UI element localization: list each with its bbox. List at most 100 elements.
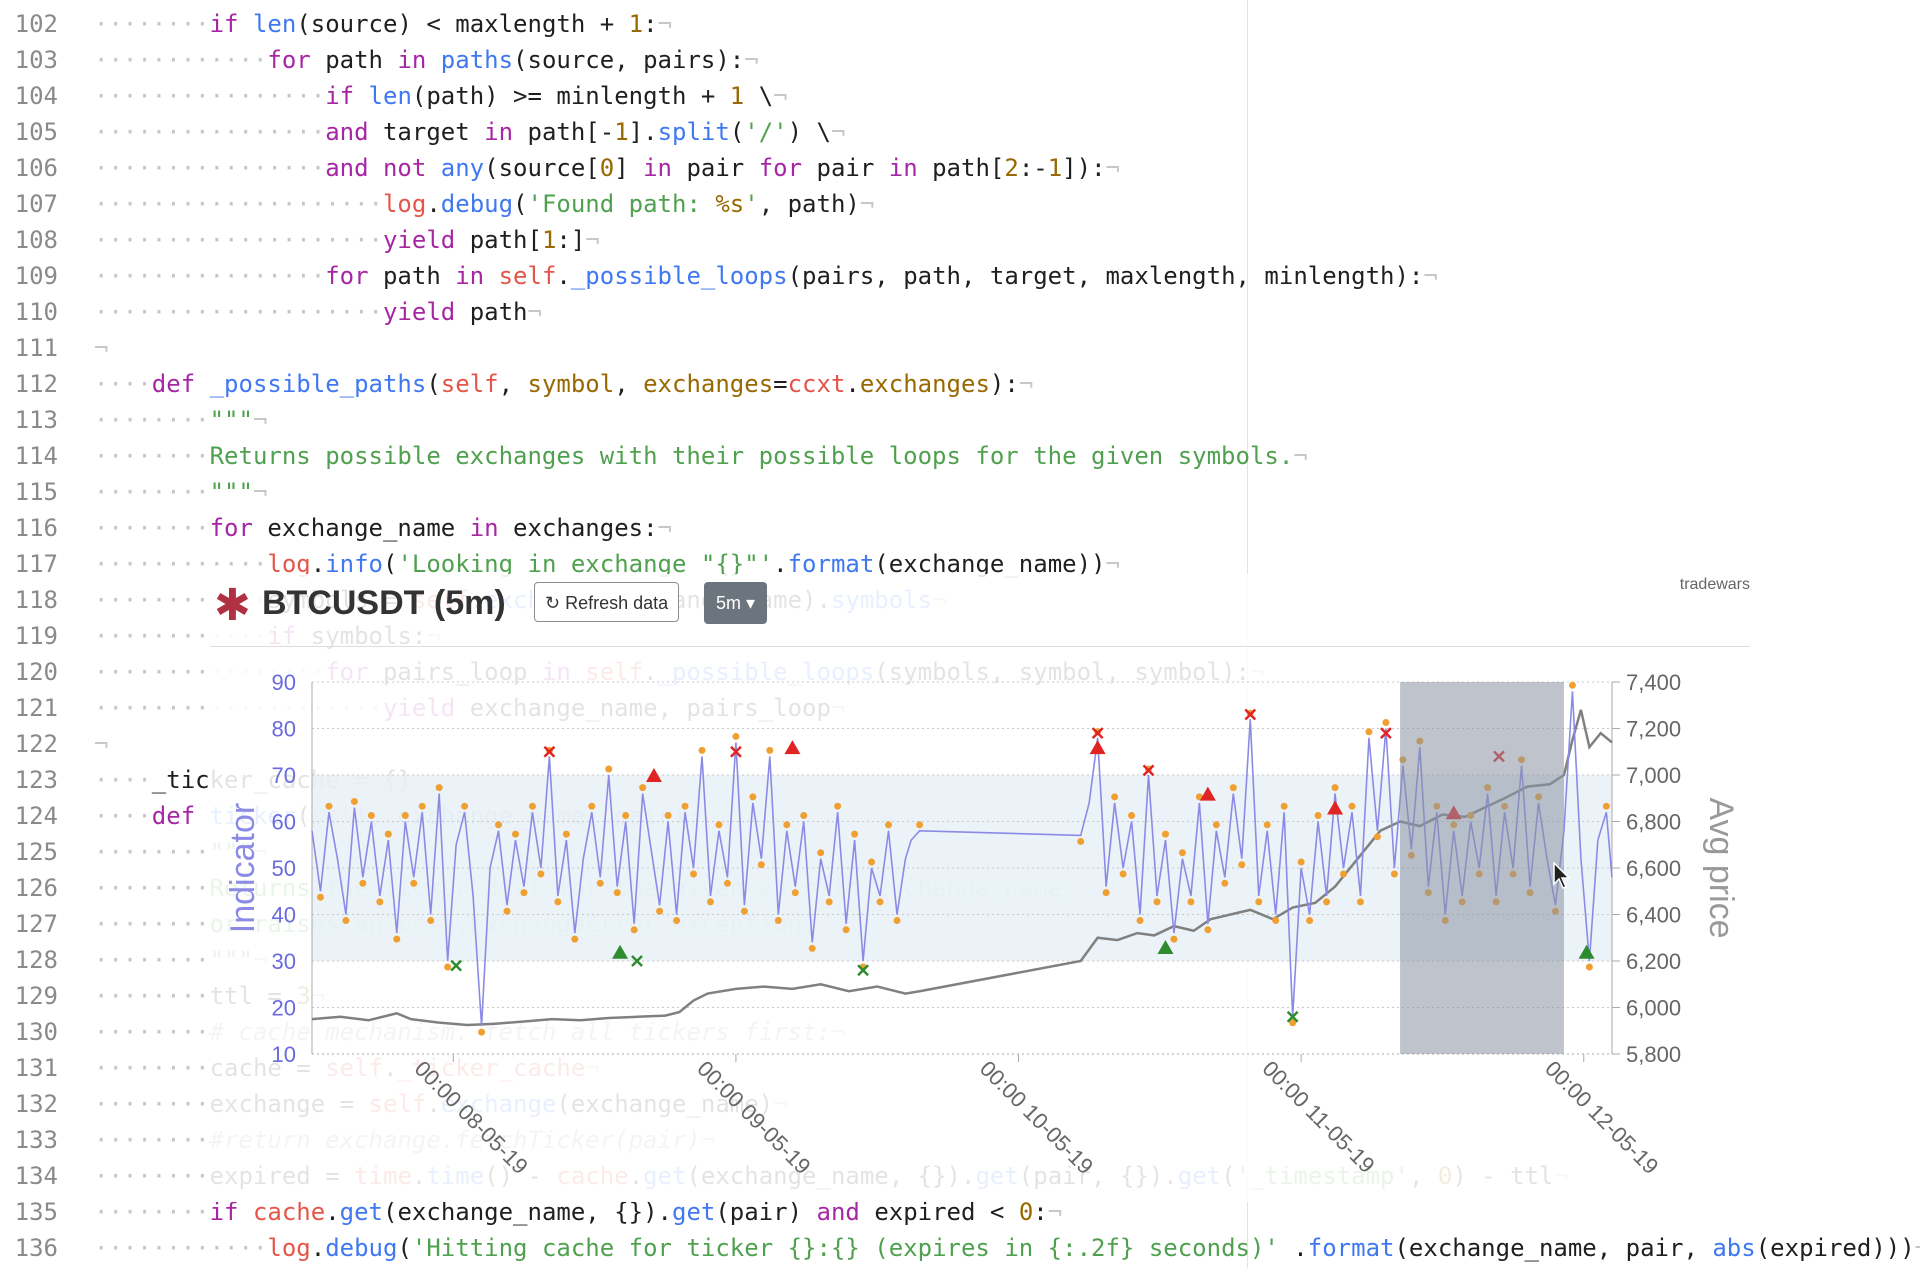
extremum-dot [410,879,418,887]
code-line: 102 ········if len(source) < maxlength + … [0,6,1920,42]
extremum-dot [495,821,503,829]
extremum-dot [706,898,714,906]
buy-cross-marker [857,964,869,977]
extremum-dot [1280,802,1288,810]
extremum-dot [1255,898,1263,906]
header-divider [210,646,1750,647]
buy-triangle-marker [1157,940,1174,955]
watermark: tradewars [1679,576,1750,593]
sell-triangle-marker [1199,786,1216,801]
y-right-tick-label: 6,200 [1626,949,1681,974]
code-line: 113 ········"""¬ [0,402,1920,438]
extremum-dot [444,963,452,971]
line-number: 125 [14,838,58,866]
code-line: 122 ¬ [0,726,1920,762]
code-text: ········if cache.get(exchange_name, {}).… [94,1198,1063,1226]
line-number: 104 [14,82,58,110]
x-tick-label: 00:00 10-05-19 [975,1056,1098,1179]
line-number: 120 [14,658,58,686]
code-line: 116 ········for exchange_name in exchange… [0,510,1920,546]
line-number: 108 [14,226,58,254]
extremum-dot [639,784,647,792]
extremum-dot [1306,917,1314,924]
extremum-dot [791,889,799,897]
sell-triangle-marker [784,740,801,755]
code-line: 135 ········if cache.get(exchange_name, {… [0,1194,1920,1230]
extremum-dot [622,812,630,819]
x-tick-label: 00:00 08-05-19 [410,1056,533,1179]
extremum-dot [868,858,876,866]
extremum-dot [673,917,681,924]
extremum-dot [384,830,392,838]
line-number: 127 [14,910,58,938]
code-line: 109 ················for path in self._pos… [0,258,1920,294]
chart-panel: ✱ BTCUSDT (5m) ↻ Refresh data 5m ▾ trade… [210,574,1750,1202]
extremum-dot [885,821,893,829]
x-tick-label: 00:00 09-05-19 [692,1056,815,1179]
line-number: 103 [14,46,58,74]
code-line: 112 ····def _possible_paths(self, symbol,… [0,366,1920,402]
line-number: 114 [14,442,58,470]
line-number: 105 [14,118,58,146]
sell-cross-marker [1091,727,1104,740]
extremum-dot [511,830,519,838]
y-left-tick-label: 40 [272,903,296,928]
extremum-dot [1119,870,1127,878]
refresh-data-button[interactable]: ↻ Refresh data [534,582,680,622]
extremum-dot [1323,898,1331,906]
interval-dropdown[interactable]: 5m ▾ [704,582,768,624]
extremum-dot [715,821,723,829]
extremum-dot [571,935,579,943]
y-left-tick-label: 30 [272,949,296,974]
buy-cross-marker [631,955,643,967]
line-number: 134 [14,1162,58,1190]
code-line: 117 ············log.info('Looking in exch… [0,546,1920,582]
price-indicator-chart[interactable]: 10 20 30 40 50 60 70 80 90 5,800 6,000 6,200 6,400 6,… [210,574,1750,1202]
line-number: 133 [14,1126,58,1154]
code-line: 107 ····················log.debug('Found … [0,186,1920,222]
line-number: 109 [14,262,58,290]
extremum-dot [1238,861,1246,869]
sell-cross-marker [543,745,556,758]
code-line: 114 ········Returns possible exchanges wi… [0,438,1920,474]
buy-cross-marker [1286,1010,1299,1023]
extremum-dot [520,889,528,897]
extremum-dot [1356,898,1364,906]
extremum-dot [1272,917,1280,924]
extremum-dot [342,917,350,924]
code-text: ········"""¬ [94,478,268,506]
y-right-axis-title: Avg price [1702,797,1740,938]
zoom-selection [1400,682,1564,1054]
line-number: 102 [14,10,58,38]
extremum-dot [732,732,740,740]
y-right-tick-label: 7,200 [1626,717,1681,742]
y-right-tick-label: 7,400 [1626,670,1681,695]
buy-triangle-marker [612,944,629,959]
x-tick-label: 00:00 12-05-19 [1540,1056,1663,1179]
extremum-dot [376,898,384,906]
extremum-dot [427,917,435,924]
sell-cross-marker [1380,727,1392,740]
extremum-dot [842,926,850,934]
y-right-tick-label: 7,000 [1626,763,1681,788]
extremum-dot [893,917,901,924]
extremum-dot [1212,821,1220,829]
code-text: ········for exchange_name in exchanges:¬ [94,514,672,542]
extremum-dot [401,812,409,819]
code-text: ····def _possible_paths(self, symbol, ex… [94,370,1034,398]
code-text: ¬ [94,334,109,362]
x-tick-label: 00:00 11-05-19 [1258,1056,1380,1178]
extremum-dot [613,889,621,897]
extremum-dot [316,893,324,901]
extremum-dot [664,812,672,819]
line-number: 126 [14,874,58,902]
code-text: ····················yield path[1:]¬ [94,226,600,254]
chart-title: BTCUSDT (5m) [262,584,506,622]
line-number: 121 [14,694,58,722]
extremum-dot [1229,784,1237,792]
code-text: ················for path in self._possib… [94,262,1438,290]
extremum-dot [325,802,333,810]
code-text: ············log.info('Looking in exchang… [94,550,1120,578]
line-number: 112 [14,370,58,398]
line-number: 122 [14,730,58,758]
